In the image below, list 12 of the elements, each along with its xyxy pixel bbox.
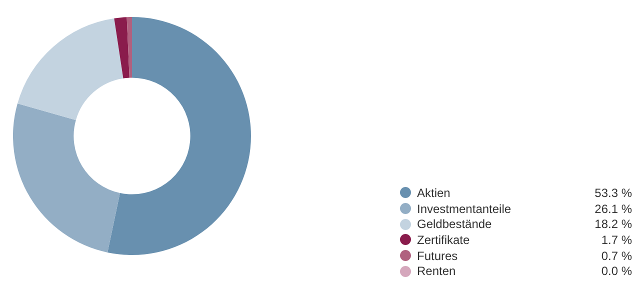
text: 0.0 % bbox=[601, 264, 632, 278]
legend-label: Geldbestände bbox=[417, 217, 493, 232]
data-label: 53.3 % bbox=[594, 186, 632, 200]
data-label: 0.7 % bbox=[601, 248, 632, 263]
legend-label: Renten bbox=[417, 264, 457, 278]
data-label: 1.7 % bbox=[601, 232, 632, 247]
data-label: 26.1 % bbox=[594, 202, 632, 216]
legend-label: Aktien bbox=[417, 186, 452, 200]
legend-label: Investmentanteile bbox=[417, 202, 512, 216]
data-label: 18.2 % bbox=[594, 217, 632, 232]
legend-label: Zertifikate bbox=[417, 232, 471, 247]
legend-label: Futures bbox=[417, 248, 459, 263]
